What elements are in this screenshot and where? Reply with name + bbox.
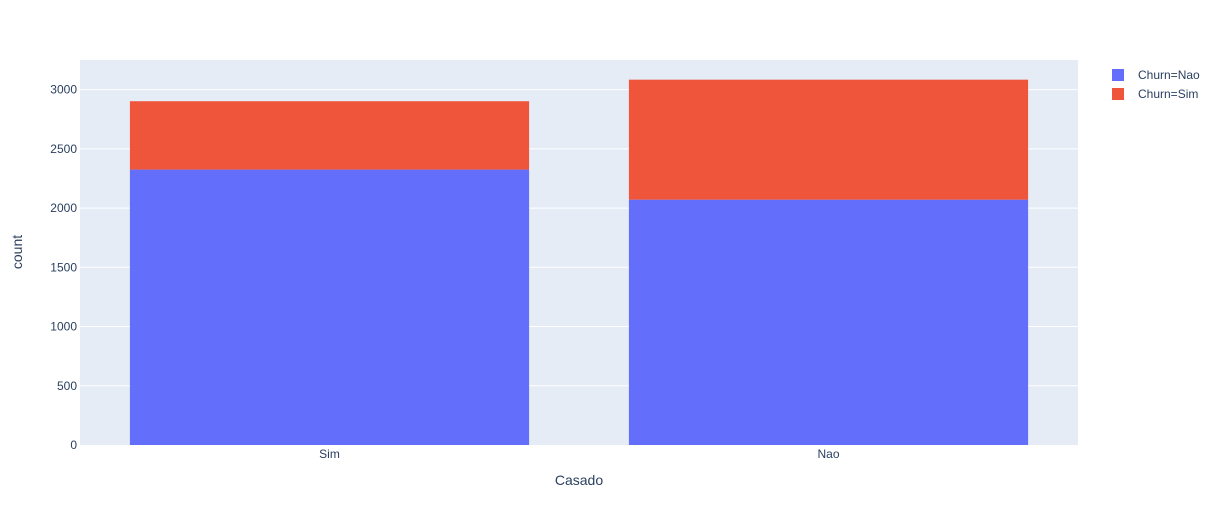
y-tick-label: 500: [57, 379, 77, 393]
y-tick-label: 1000: [50, 320, 77, 334]
x-tick-label: Sim: [319, 447, 340, 461]
x-tick-label: Nao: [817, 447, 839, 461]
bar-churn-sim-nao[interactable]: [628, 79, 1029, 200]
bar-churn-sim-sim[interactable]: [129, 101, 530, 170]
legend-swatch: [1112, 88, 1124, 100]
legend-item[interactable]: Churn=Nao: [1112, 68, 1200, 82]
legend[interactable]: Churn=Nao Churn=Sim: [1112, 68, 1200, 101]
x-axis-label: Casado: [555, 472, 603, 488]
legend-label: Churn=Sim: [1138, 87, 1198, 101]
y-tick-label: 2500: [50, 142, 77, 156]
x-axis-ticks: Sim Nao: [319, 447, 840, 461]
legend-item[interactable]: Churn=Sim: [1112, 87, 1198, 101]
legend-swatch: [1112, 69, 1124, 81]
bar-churn-nao-nao[interactable]: [628, 199, 1029, 445]
y-tick-label: 2000: [50, 201, 77, 215]
y-tick-label: 0: [70, 438, 77, 452]
bars: [129, 79, 1029, 446]
y-axis-ticks: 0 500 1000 1500 2000 2500 3000: [50, 83, 77, 452]
y-tick-label: 3000: [50, 83, 77, 97]
y-tick-label: 1500: [50, 260, 77, 274]
legend-label: Churn=Nao: [1138, 68, 1200, 82]
bar-churn-nao-sim[interactable]: [129, 169, 530, 446]
y-axis-label: count: [9, 235, 25, 269]
